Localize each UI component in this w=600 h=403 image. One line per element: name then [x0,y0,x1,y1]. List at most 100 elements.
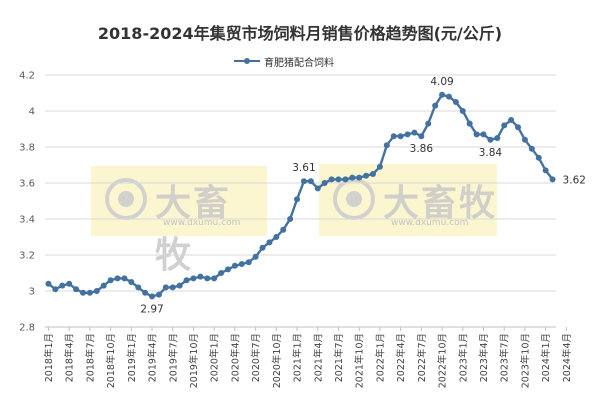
data-point [107,277,114,284]
watermark-logo-icon [105,178,147,220]
data-point [383,142,390,149]
data-point [114,275,121,282]
y-tick-label: 3 [29,287,35,298]
x-tick-label: 2019年10月 [188,333,200,388]
data-point [535,154,542,161]
data-point [121,275,128,282]
data-point [439,91,446,98]
data-point [342,176,349,183]
x-tick-label: 2018年1月 [43,333,55,382]
data-point [363,172,370,179]
x-tick-label: 2021年1月 [292,333,304,382]
x-tick-label: 2018年4月 [64,333,76,382]
watermark-url: www.dxumu.com [391,218,469,228]
y-tick-label: 2.8 [19,323,35,334]
data-point [314,185,321,192]
data-point [86,289,93,296]
data-point [501,122,508,129]
x-tick-label: 2020年10月 [271,333,283,388]
data-point [93,288,100,294]
series-line [47,93,554,298]
data-point [376,163,383,170]
data-label: 3.61 [292,162,315,174]
data-label: 3.62 [563,174,586,186]
data-point [252,253,259,260]
data-point [411,129,418,136]
legend-swatch [234,56,260,66]
data-point [224,266,231,273]
data-point [280,226,287,233]
x-tick-label: 2019年1月 [126,333,138,382]
data-label: 2.97 [140,303,163,315]
x-tick-label: 2022年10月 [437,333,449,388]
data-point [100,282,107,289]
data-point [79,289,86,296]
data-point [445,93,452,100]
data-point [370,171,377,177]
data-point [397,133,404,140]
data-point [245,259,252,266]
data-point [487,136,494,143]
x-tick-label: 2021年7月 [333,333,345,382]
x-tick-label: 2020年7月 [250,333,262,382]
data-point [328,176,335,183]
data-point [149,293,156,300]
x-tick-label: 2023年1月 [457,333,469,382]
data-point [294,196,301,203]
data-point [238,261,245,267]
x-tick-label: 2024年1月 [540,333,552,382]
data-point [300,178,307,185]
data-point [418,133,425,140]
y-tick-label: 3.8 [19,143,35,154]
data-point [528,145,535,152]
data-point [204,275,211,282]
data-point [142,289,149,296]
data-point [521,136,528,143]
x-tick-label: 2024年4月 [561,333,573,382]
data-point [515,124,522,131]
data-point [390,133,397,140]
data-point [73,286,80,293]
data-point [508,117,515,123]
x-tick-label: 2023年10月 [519,333,531,388]
data-point [259,244,266,251]
legend: 育肥猪配合饲料 [234,54,334,69]
x-tick-label: 2018年7月 [84,333,96,382]
x-tick-label: 2022年7月 [416,333,428,382]
data-label: 4.09 [430,76,453,88]
data-point [356,174,363,181]
watermark-box-left: 大畜牧 www.dxumu.com [91,166,267,276]
data-point [135,284,142,291]
data-point [404,131,411,138]
chart-title: 2018-2024年集贸市场饲料月销售价格趋势图(元/公斤) [97,24,503,43]
data-point [128,279,135,285]
data-point [183,277,190,284]
data-point [459,108,466,114]
x-tick-label: 2019年7月 [167,333,179,382]
data-point [425,120,432,127]
data-point [155,291,162,298]
data-point [287,216,294,222]
data-point [52,286,59,293]
watermark-text: 大畜牧 [383,183,498,224]
data-point [307,178,314,185]
data-point [473,131,480,138]
data-point [542,167,549,174]
watermark-url: www.dxumu.com [163,218,241,228]
y-tick-label: 3.2 [19,251,35,262]
data-point [432,102,439,109]
y-tick-label: 3.4 [19,215,35,226]
data-point [45,280,52,287]
data-point [349,174,356,181]
x-tick-label: 2022年1月 [374,333,386,382]
data-point [266,239,273,246]
data-point [162,284,169,291]
data-point [59,282,66,289]
data-point [66,280,73,287]
x-tick-label: 2020年1月 [209,333,221,382]
data-point [466,120,473,127]
x-tick-label: 2019年4月 [147,333,159,382]
watermark-box-right: 大畜牧 www.dxumu.com [319,164,497,236]
